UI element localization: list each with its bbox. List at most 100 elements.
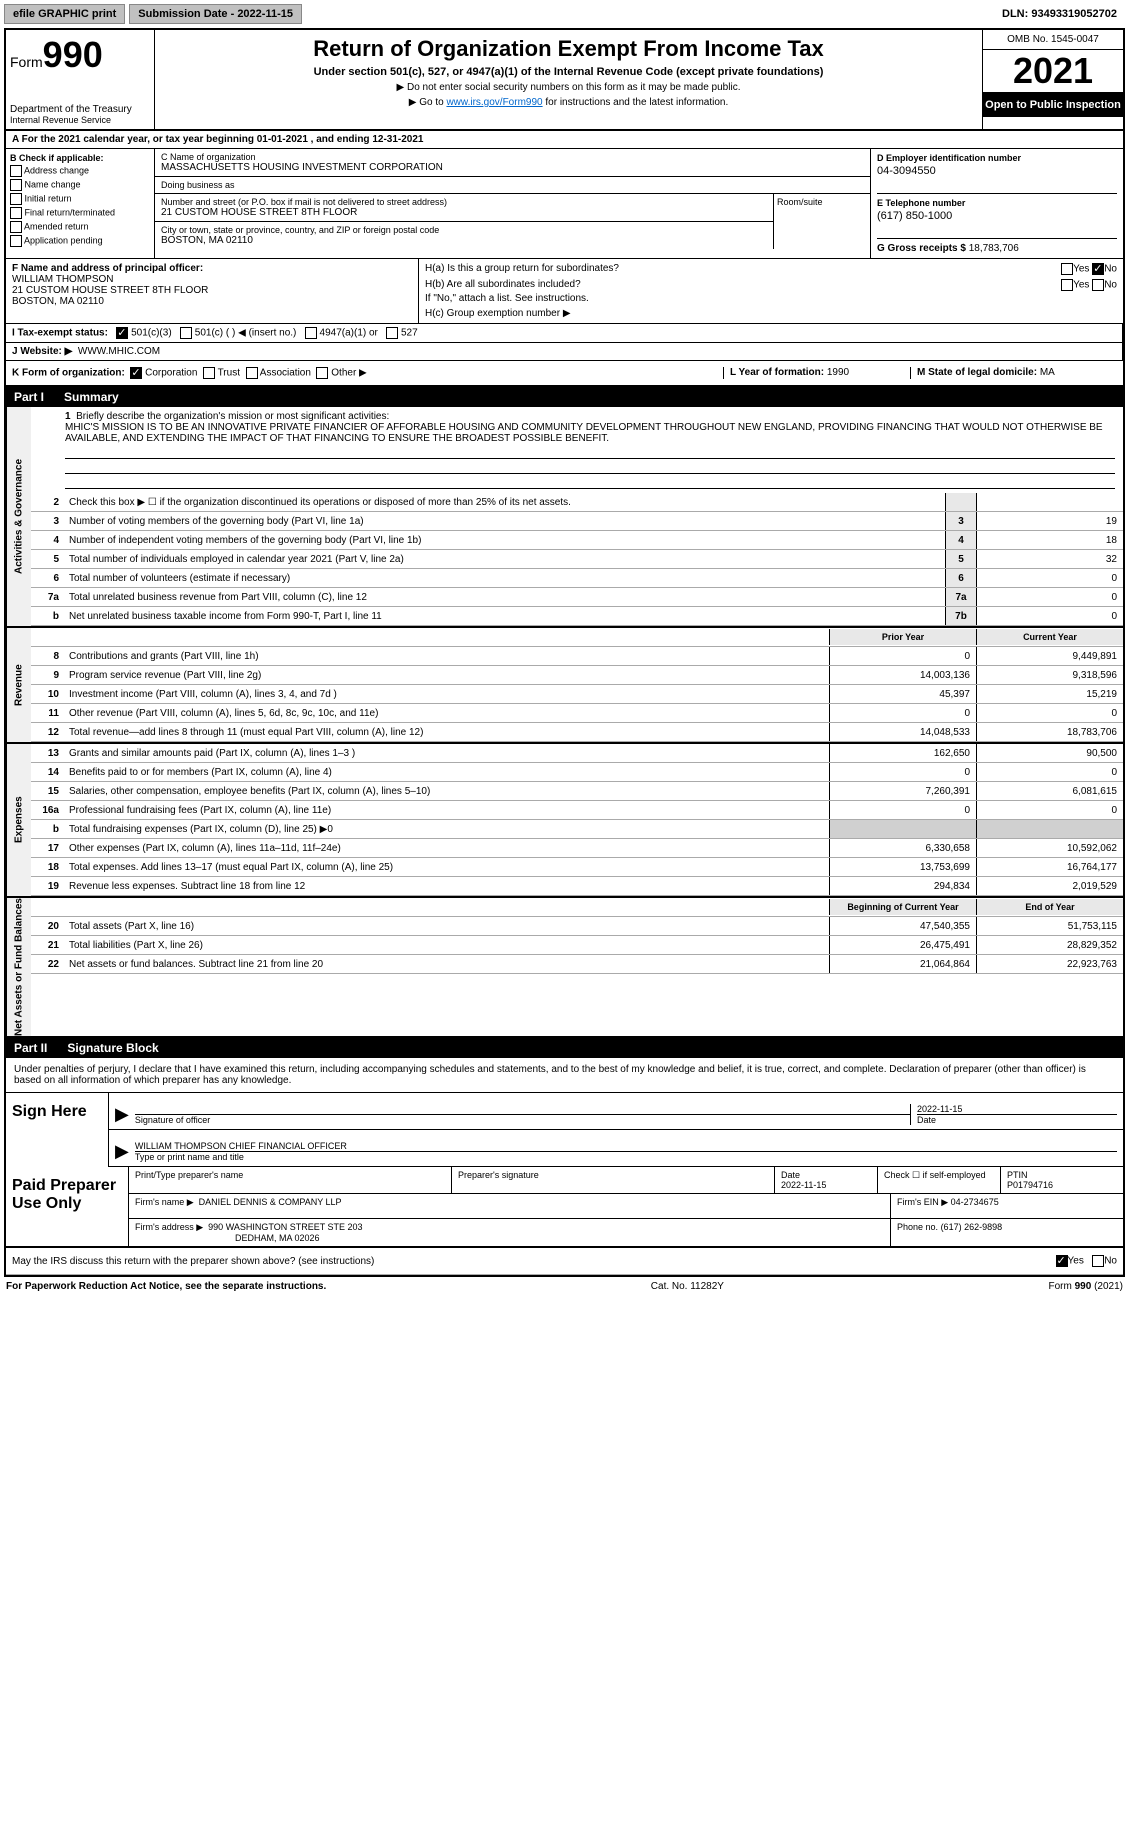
line-text: Number of independent voting members of … [65, 533, 945, 548]
chk-501c[interactable] [180, 327, 192, 339]
line-box: 5 [945, 550, 977, 568]
line-num: 4 [31, 535, 65, 546]
instr2-suffix: for instructions and the latest informat… [543, 97, 729, 108]
chk-discuss-yes[interactable] [1056, 1255, 1068, 1267]
current-val [977, 820, 1123, 838]
form-number: 990 [43, 34, 103, 75]
end-year-header: End of Year [976, 899, 1123, 915]
ein-label: D Employer identification number [877, 153, 1117, 163]
line-text: Number of voting members of the governin… [65, 514, 945, 529]
prep-date-label: Date [781, 1170, 800, 1180]
line-val: 0 [977, 588, 1123, 606]
header-right: OMB No. 1545-0047 2021 Open to Public In… [982, 30, 1123, 129]
prior-val: 7,260,391 [829, 782, 977, 800]
col-b-checkboxes: B Check if applicable: Address change Na… [6, 149, 155, 258]
form-prefix: Form [10, 54, 43, 70]
row-j-website: J Website: ▶ WWW.MHIC.COM [6, 343, 1123, 361]
officer-addr2: BOSTON, MA 02110 [12, 296, 104, 307]
prior-year-header: Prior Year [829, 629, 976, 645]
opt-trust: Trust [218, 368, 240, 379]
current-val: 90,500 [977, 744, 1123, 762]
chk-ha-no[interactable] [1092, 263, 1104, 275]
data-row: 18 Total expenses. Add lines 13–17 (must… [31, 858, 1123, 877]
lbl-initial-return: Initial return [25, 193, 72, 203]
line-box: 7a [945, 588, 977, 606]
chk-discuss-no[interactable] [1092, 1255, 1104, 1267]
submission-button[interactable]: Submission Date - 2022-11-15 [129, 4, 302, 24]
chk-trust[interactable] [203, 367, 215, 379]
form-org-label: K Form of organization: [12, 368, 125, 379]
efile-button[interactable]: efile GRAPHIC print [4, 4, 125, 24]
opt-assoc: Association [260, 368, 311, 379]
chk-initial-return[interactable] [10, 193, 22, 205]
chk-corp[interactable] [130, 367, 142, 379]
chk-hb-yes[interactable] [1061, 279, 1073, 291]
header-center: Return of Organization Exempt From Incom… [155, 30, 982, 129]
main-title: Return of Organization Exempt From Incom… [161, 36, 976, 62]
city-label: City or town, state or province, country… [161, 225, 767, 235]
governance-row: 6 Total number of volunteers (estimate i… [31, 569, 1123, 588]
officer-name: WILLIAM THOMPSON [12, 274, 114, 285]
col-header-row: Prior Year Current Year [31, 628, 1123, 647]
firm-ein-label: Firm's EIN ▶ [897, 1197, 948, 1207]
chk-name-change[interactable] [10, 179, 22, 191]
chk-other[interactable] [316, 367, 328, 379]
chk-hb-no[interactable] [1092, 279, 1104, 291]
part1-title: Summary [64, 390, 119, 404]
chk-501c3[interactable] [116, 327, 128, 339]
year-formation-value: 1990 [827, 367, 849, 378]
ha-no: No [1104, 264, 1117, 275]
irs-link[interactable]: www.irs.gov/Form990 [446, 97, 542, 108]
chk-527[interactable] [386, 327, 398, 339]
current-val: 18,783,706 [977, 723, 1123, 741]
form-header: Form990 Department of the Treasury Inter… [6, 30, 1123, 131]
sign-here-section: Sign Here ▶ Signature of officer 2022-11… [6, 1092, 1123, 1167]
data-row: 20 Total assets (Part X, line 16) 47,540… [31, 917, 1123, 936]
chk-4947[interactable] [305, 327, 317, 339]
line-text: Other revenue (Part VIII, column (A), li… [65, 706, 829, 721]
opt-other: Other ▶ [331, 368, 366, 379]
line-text: Salaries, other compensation, employee b… [65, 784, 829, 799]
data-row: b Total fundraising expenses (Part IX, c… [31, 820, 1123, 839]
current-val: 22,923,763 [977, 955, 1123, 973]
part2-title: Signature Block [67, 1041, 158, 1055]
discuss-text: May the IRS discuss this return with the… [12, 1256, 937, 1267]
ha-label: H(a) Is this a group return for subordin… [425, 263, 619, 275]
ptin-label: PTIN [1007, 1170, 1028, 1180]
line-num: 5 [31, 554, 65, 565]
line-text: Other expenses (Part IX, column (A), lin… [65, 841, 829, 856]
prep-phone-label: Phone no. [897, 1222, 938, 1232]
line-num: 22 [31, 959, 65, 970]
chk-amended-return[interactable] [10, 221, 22, 233]
chk-application-pending[interactable] [10, 235, 22, 247]
instr-2: ▶ Go to www.irs.gov/Form990 for instruct… [161, 97, 976, 108]
governance-row: 4 Number of independent voting members o… [31, 531, 1123, 550]
state-domicile-label: M State of legal domicile: [917, 367, 1037, 378]
open-public-badge: Open to Public Inspection [983, 93, 1123, 117]
lbl-amended-return: Amended return [24, 221, 89, 231]
officer-addr1: 21 CUSTOM HOUSE STREET 8TH FLOOR [12, 285, 208, 296]
side-netassets: Net Assets or Fund Balances [6, 898, 31, 1036]
data-row: 9 Program service revenue (Part VIII, li… [31, 666, 1123, 685]
chk-address-change[interactable] [10, 165, 22, 177]
chk-final-return[interactable] [10, 207, 22, 219]
preparer-section: Paid Preparer Use Only Print/Type prepar… [6, 1167, 1123, 1248]
prior-val: 13,753,699 [829, 858, 977, 876]
current-val: 2,019,529 [977, 877, 1123, 895]
tax-status-label: I Tax-exempt status: [12, 328, 108, 339]
side-governance: Activities & Governance [6, 407, 31, 626]
perjury-text: Under penalties of perjury, I declare th… [6, 1058, 1123, 1092]
chk-ha-yes[interactable] [1061, 263, 1073, 275]
data-row: 15 Salaries, other compensation, employe… [31, 782, 1123, 801]
data-row: 19 Revenue less expenses. Subtract line … [31, 877, 1123, 896]
line-box: 4 [945, 531, 977, 549]
hc-label: H(c) Group exemption number ▶ [425, 308, 1117, 319]
opt-4947: 4947(a)(1) or [320, 328, 378, 339]
chk-assoc[interactable] [246, 367, 258, 379]
data-row: 10 Investment income (Part VIII, column … [31, 685, 1123, 704]
part1-header: Part I Summary [6, 387, 1123, 407]
gross-receipts-label: G Gross receipts $ [877, 243, 966, 254]
header-left: Form990 Department of the Treasury Inter… [6, 30, 155, 129]
hb-no: No [1104, 280, 1117, 291]
row-i-tax-status: I Tax-exempt status: 501(c)(3) 501(c) ( … [6, 324, 1123, 343]
